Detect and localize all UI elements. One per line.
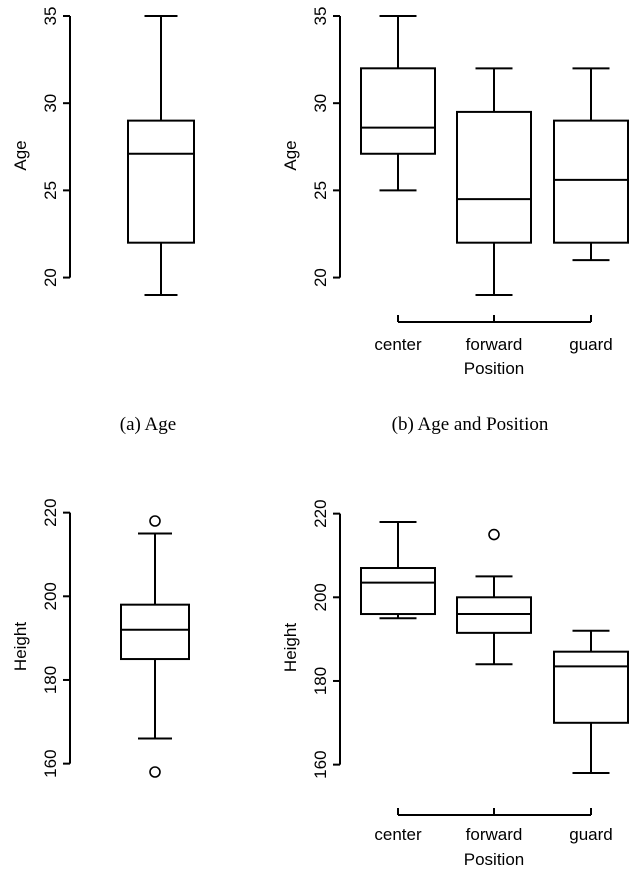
iqr-box: [456, 596, 532, 634]
box-group: [360, 521, 436, 620]
caption-age: (a) Age: [120, 414, 176, 435]
panel-age: 20 25 30 35 Age: [11, 7, 195, 296]
caption-age-position: (b) Age and Position: [392, 414, 549, 435]
y-tick-label: 35: [311, 7, 330, 26]
y-tick-label: 25: [311, 181, 330, 200]
y-tick-label: 20: [41, 268, 60, 287]
x-tick-label: guard: [569, 825, 612, 844]
box-group: [553, 629, 629, 774]
iqr-box: [360, 567, 436, 616]
outlier-point: [149, 515, 161, 527]
box-group: [456, 528, 532, 666]
x-tick-label: forward: [466, 335, 523, 354]
panel-age-position: 20 25 30 35 Age center forward guard Position: [281, 7, 629, 378]
box-group: [553, 67, 629, 262]
iqr-box: [120, 603, 190, 661]
y-tick-label: 180: [311, 667, 330, 695]
y-tick-label: 200: [41, 582, 60, 610]
y-tick-label: 30: [311, 94, 330, 113]
iqr-box: [553, 119, 629, 244]
x-axis-label: Position: [464, 850, 524, 869]
iqr-box: [360, 67, 436, 155]
x-axis: center forward guard Position: [374, 808, 613, 869]
iqr-box: [127, 119, 195, 244]
x-axis-label: Position: [464, 359, 524, 378]
y-tick-label: 220: [41, 498, 60, 526]
box-group: [127, 15, 195, 296]
y-tick-label: 220: [311, 499, 330, 527]
y-tick-label: 35: [41, 7, 60, 26]
y-axis-label: Age: [281, 140, 300, 170]
x-axis: center forward guard Position: [374, 315, 613, 378]
x-tick-label: guard: [569, 335, 612, 354]
y-tick-label: 20: [311, 268, 330, 287]
y-tick-label: 200: [311, 583, 330, 611]
y-tick-label: 180: [41, 666, 60, 694]
y-axis-label: Height: [281, 623, 300, 672]
outlier-point: [149, 766, 161, 778]
panel-height-position: 160 180 200 220 Height center forward guard Posi…: [281, 499, 629, 869]
x-tick-label: center: [374, 825, 422, 844]
y-tick-label: 25: [41, 181, 60, 200]
iqr-box: [456, 110, 532, 244]
y-tick-label: 30: [41, 94, 60, 113]
x-tick-label: forward: [466, 825, 523, 844]
iqr-box: [553, 650, 629, 724]
panel-height: 160 180 200 220 Height: [11, 498, 190, 778]
box-group: [360, 15, 436, 192]
y-tick-label: 160: [311, 750, 330, 778]
y-axis-label: Age: [11, 140, 30, 170]
y-tick-label: 160: [41, 749, 60, 777]
outlier-point: [488, 528, 500, 541]
y-axis-label: Height: [11, 622, 30, 671]
x-tick-label: center: [374, 335, 422, 354]
box-group: [456, 67, 532, 296]
box-group: [120, 515, 190, 778]
